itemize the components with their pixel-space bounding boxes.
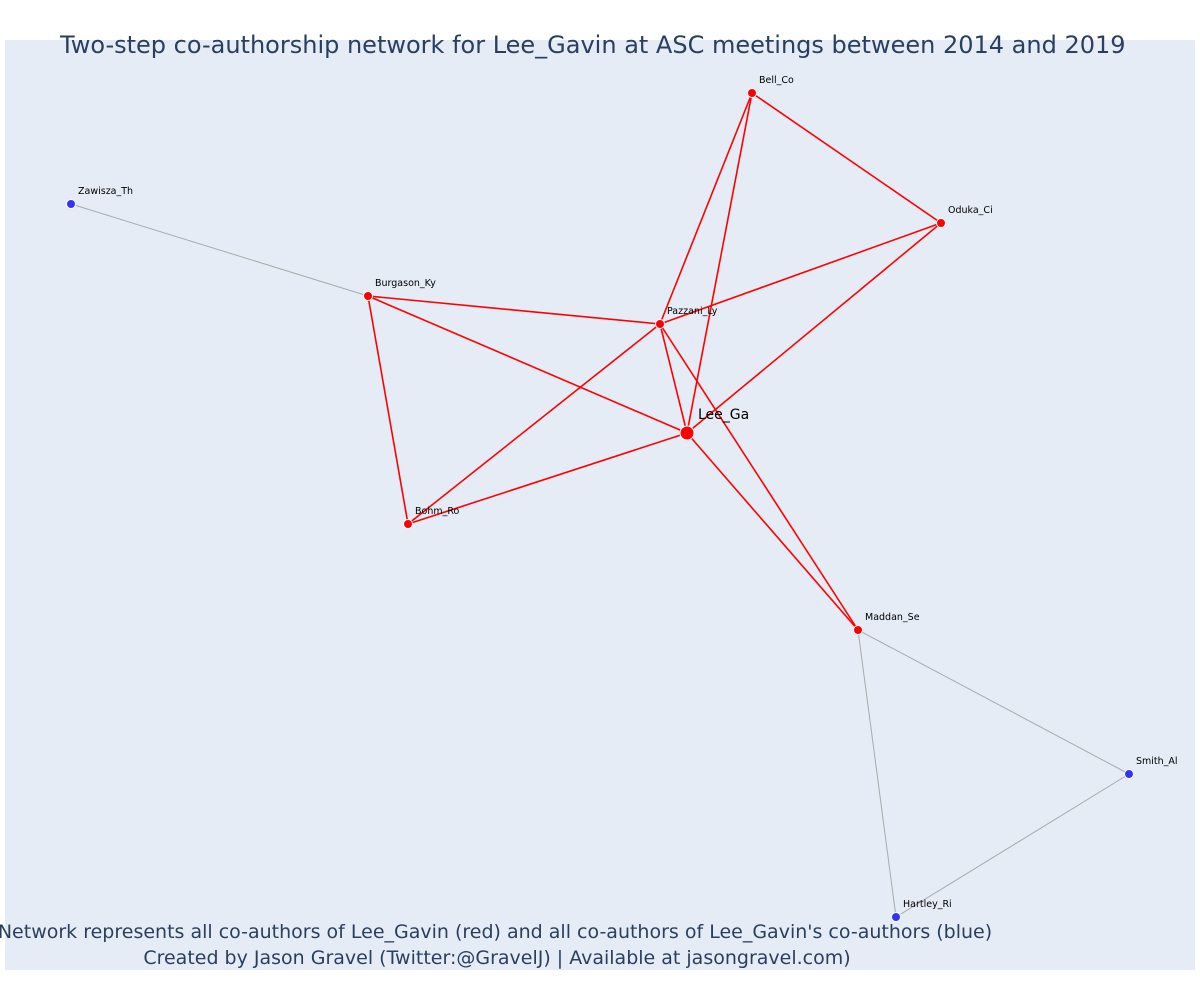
node-label-Smith_Al: Smith_Al [1136,756,1178,767]
edge-Pazzani_Ly-Bohm_Ro [407,323,661,525]
node-label-Bell_Co: Bell_Co [759,75,794,86]
edge-Maddan_Se-Smith_Al [857,629,1130,775]
node-Bell_Co[interactable] [747,88,757,98]
edge-Bell_Co-Pazzani_Ly [659,92,753,325]
edge-Lee_Ga-Bell_Co [686,92,753,434]
edge-Lee_Ga-Oduka_Ci [686,222,942,434]
edge-Maddan_Se-Hartley_Ri [857,629,897,918]
caption-line-1: Network represents all co-authors of Lee… [0,921,992,943]
node-Pazzani_Ly[interactable] [655,319,665,329]
edge-Pazzani_Ly-Maddan_Se [659,323,859,631]
node-label-Lee_Ga: Lee_Ga [698,407,749,423]
node-Maddan_Se[interactable] [853,625,863,635]
edge-Burgason_Ky-Zawisza_Th [70,203,369,297]
edge-Bell_Co-Oduka_Ci [751,92,942,224]
node-Bohm_Ro[interactable] [403,519,413,529]
edge-Lee_Ga-Pazzani_Ly [659,323,688,434]
chart-title: Two-step co-authorship network for Lee_G… [59,31,1126,59]
node-Hartley_Ri[interactable] [891,912,901,922]
edge-Pazzani_Ly-Burgason_Ky [367,295,661,325]
node-Smith_Al[interactable] [1124,769,1134,779]
node-label-Maddan_Se: Maddan_Se [865,612,920,623]
edge-Burgason_Ky-Bohm_Ro [367,295,409,525]
edges-layer [70,92,1130,918]
edge-Lee_Ga-Maddan_Se [686,432,859,631]
node-label-Pazzani_Ly: Pazzani_Ly [667,306,718,317]
node-label-Bohm_Ro: Bohm_Ro [415,506,460,517]
labels-layer: Lee_Ga Bell_Co Oduka_Ci Pazzani_Ly Burgason_… [78,75,1178,910]
edge-Smith_Al-Hartley_Ri [895,773,1130,918]
node-Lee_Ga[interactable] [679,425,695,441]
edge-Lee_Ga-Burgason_Ky [367,295,688,434]
node-Burgason_Ky[interactable] [363,291,373,301]
node-label-Hartley_Ri: Hartley_Ri [903,899,952,910]
node-label-Zawisza_Th: Zawisza_Th [78,186,133,197]
caption-line-2: Created by Jason Gravel (Twitter:@Gravel… [143,947,850,969]
edge-Lee_Ga-Bohm_Ro [407,432,688,525]
node-label-Oduka_Ci: Oduka_Ci [948,205,993,216]
nodes-layer [66,88,1134,922]
node-label-Burgason_Ky: Burgason_Ky [375,278,436,289]
plot-background [5,40,1195,970]
node-Zawisza_Th[interactable] [66,199,76,209]
node-Oduka_Ci[interactable] [936,218,946,228]
edge-Pazzani_Ly-Oduka_Ci [659,222,942,325]
